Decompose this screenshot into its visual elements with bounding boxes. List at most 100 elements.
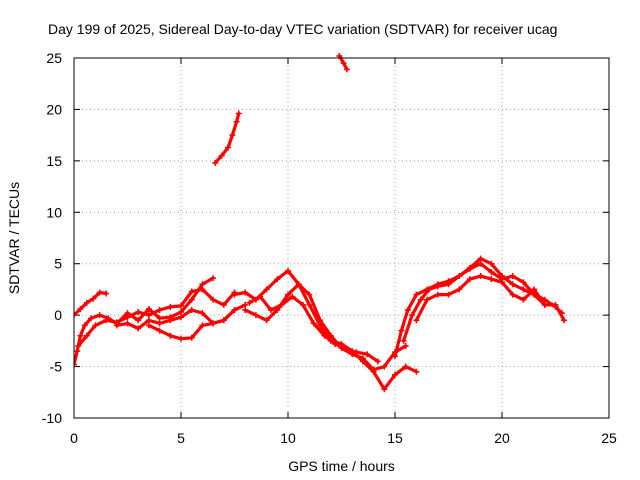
data-point-satellite-track-l xyxy=(509,273,516,280)
data-point-satellite-track-b xyxy=(135,317,142,324)
data-point-satellite-track-k xyxy=(392,353,398,360)
data-point-satellite-track-m xyxy=(466,276,473,283)
data-point-satellite-track-h xyxy=(285,267,291,274)
data-point-satellite-track-e xyxy=(178,335,184,342)
data-point-satellite-track-k xyxy=(404,307,411,313)
data-point-satellite-track-i xyxy=(306,291,313,298)
data-point-satellite-track-b xyxy=(188,296,195,303)
data-point-satellite-track-e xyxy=(199,322,206,329)
data-point-satellite-track-l xyxy=(445,281,452,288)
data-point-satellite-track-e xyxy=(188,334,195,341)
data-point-satellite-track-k xyxy=(520,286,527,293)
data-point-satellite-track-m xyxy=(520,296,527,303)
data-point-satellite-track-b xyxy=(210,275,217,282)
series-satellite-track-i xyxy=(243,282,408,372)
grid-lines xyxy=(74,58,609,418)
data-point-satellite-track-l xyxy=(520,279,527,286)
data-point-satellite-track-h xyxy=(402,363,409,370)
data-point-satellite-track-m xyxy=(499,279,505,286)
data-point-satellite-track-f xyxy=(225,144,232,151)
x-tick-label: 15 xyxy=(387,430,403,446)
data-point-satellite-track-l xyxy=(417,296,424,303)
y-tick-label: 15 xyxy=(46,153,62,169)
data-point-satellite-track-b xyxy=(178,309,184,316)
data-point-satellite-track-l xyxy=(488,268,495,275)
data-point-satellite-track-c xyxy=(220,301,227,308)
data-point-satellite-track-m xyxy=(445,291,452,298)
x-tick-label: 25 xyxy=(601,430,617,446)
data-point-satellite-track-c xyxy=(199,286,206,293)
data-point-satellite-track-h xyxy=(381,386,388,393)
data-point-satellite-track-l xyxy=(400,337,407,344)
data-point-satellite-track-f xyxy=(233,118,240,125)
data-series xyxy=(74,52,568,393)
data-point-satellite-track-a xyxy=(83,299,90,306)
data-point-satellite-track-i xyxy=(295,281,302,288)
data-point-satellite-track-h xyxy=(392,371,398,378)
data-point-satellite-track-b xyxy=(88,315,95,322)
data-point-satellite-track-b xyxy=(96,312,103,319)
data-point-satellite-track-k xyxy=(413,291,420,298)
data-point-satellite-track-k xyxy=(398,327,405,334)
data-point-satellite-track-c xyxy=(103,317,110,324)
data-point-satellite-track-m xyxy=(413,317,420,324)
data-point-satellite-track-g xyxy=(343,66,350,73)
data-point-satellite-track-h xyxy=(274,276,281,283)
data-point-satellite-track-i xyxy=(359,355,366,362)
y-tick-label: 25 xyxy=(46,50,62,66)
data-point-satellite-track-d xyxy=(135,325,142,332)
data-point-satellite-track-j xyxy=(246,299,253,306)
data-point-satellite-track-i xyxy=(381,363,388,370)
data-point-satellite-track-e xyxy=(145,322,152,329)
data-point-satellite-track-l xyxy=(434,283,441,290)
data-point-satellite-track-i xyxy=(285,291,291,298)
data-point-satellite-track-m xyxy=(488,276,495,283)
data-point-satellite-track-c xyxy=(124,314,131,321)
data-point-satellite-track-h xyxy=(413,368,420,375)
data-point-satellite-track-d xyxy=(199,310,206,317)
data-point-satellite-track-d xyxy=(145,317,152,324)
data-point-satellite-track-h xyxy=(242,289,249,296)
data-point-satellite-track-l xyxy=(561,317,568,324)
data-point-satellite-track-j xyxy=(374,358,381,365)
data-point-satellite-track-j xyxy=(267,307,274,313)
data-point-satellite-track-m xyxy=(424,296,431,303)
data-point-satellite-track-j xyxy=(310,320,317,327)
y-tick-label: 5 xyxy=(54,256,62,272)
data-point-satellite-track-m xyxy=(456,286,463,293)
data-point-satellite-track-f xyxy=(229,132,236,139)
data-point-satellite-track-a xyxy=(103,290,110,297)
data-point-satellite-track-e xyxy=(156,327,163,334)
data-point-satellite-track-b xyxy=(156,315,163,322)
data-point-satellite-track-j xyxy=(364,351,371,358)
data-point-satellite-track-e xyxy=(231,307,238,313)
x-tick-label: 5 xyxy=(177,430,185,446)
data-point-satellite-track-h xyxy=(306,301,313,308)
data-point-satellite-track-c xyxy=(210,296,217,303)
data-point-satellite-track-d xyxy=(188,307,195,313)
x-tick-label: 0 xyxy=(70,430,78,446)
y-tick-label: -5 xyxy=(50,359,63,375)
data-point-satellite-track-i xyxy=(402,343,409,349)
data-point-satellite-track-e xyxy=(242,301,249,308)
data-point-satellite-track-b xyxy=(81,322,88,329)
data-point-satellite-track-a xyxy=(74,312,77,319)
data-point-satellite-track-a xyxy=(77,305,84,312)
data-point-satellite-track-i xyxy=(327,332,334,339)
data-point-satellite-track-c xyxy=(75,343,82,349)
data-point-satellite-track-j xyxy=(342,346,349,353)
series-satellite-track-c xyxy=(76,287,237,348)
data-point-satellite-track-c xyxy=(135,309,142,316)
x-axis-title: GPS time / hours xyxy=(288,458,395,474)
data-point-satellite-track-c xyxy=(167,303,174,310)
y-tick-label: 0 xyxy=(54,307,62,323)
data-point-satellite-track-h xyxy=(231,291,238,298)
data-point-satellite-track-l xyxy=(466,265,473,272)
x-tick-label: 20 xyxy=(494,430,510,446)
data-point-satellite-track-l xyxy=(426,286,433,293)
data-point-satellite-track-e xyxy=(220,317,227,324)
y-tick-labels: -10 -5 0 5 10 15 20 25 xyxy=(42,50,62,426)
data-point-satellite-track-i xyxy=(370,366,377,373)
